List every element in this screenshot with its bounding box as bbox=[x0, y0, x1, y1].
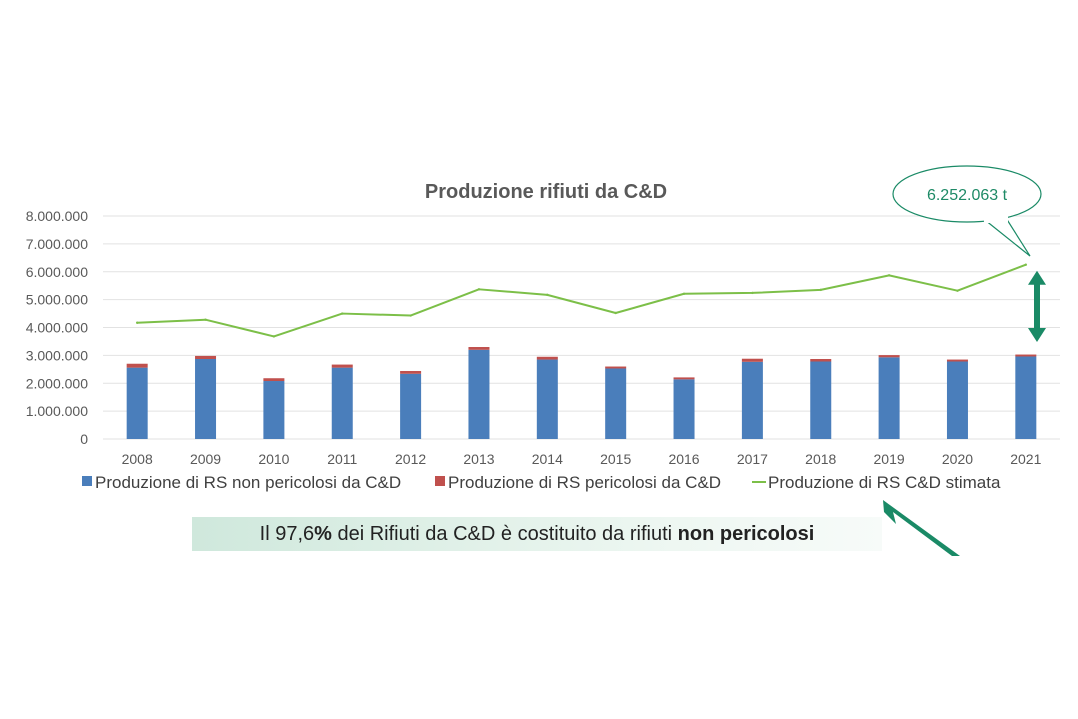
x-tick-label: 2019 bbox=[874, 451, 905, 467]
legend: Produzione di RS non pericolosi da C&D Pr… bbox=[82, 473, 1001, 492]
bar-hazardous bbox=[1015, 354, 1037, 357]
legend-swatch bbox=[82, 476, 92, 486]
x-tick-label: 2015 bbox=[600, 451, 631, 467]
line-estimated bbox=[137, 263, 1027, 338]
x-tick-label: 2009 bbox=[190, 451, 221, 467]
bars bbox=[126, 347, 1037, 439]
callout-label: 6.252.063 t bbox=[927, 187, 1008, 204]
x-tick-label: 2020 bbox=[942, 451, 973, 467]
bar-non-hazardous bbox=[946, 361, 968, 439]
bar-non-hazardous bbox=[1015, 356, 1037, 439]
arrow-head-down bbox=[1028, 328, 1046, 342]
line-point bbox=[751, 291, 754, 295]
line-point bbox=[341, 312, 344, 315]
bar-non-hazardous bbox=[468, 349, 490, 439]
y-tick-label: 4.000.000 bbox=[26, 320, 88, 336]
arrow-head-up bbox=[1028, 270, 1046, 285]
line-point bbox=[887, 274, 891, 277]
bar-hazardous bbox=[673, 377, 695, 380]
legend-swatch bbox=[435, 476, 445, 486]
gridlines bbox=[103, 215, 1060, 440]
y-axis-ticks: 0 1.000.000 2.000.000 3.000.000 4.000.000 5.0… bbox=[26, 208, 89, 447]
x-tick-label: 2013 bbox=[463, 451, 494, 467]
bar-non-hazardous bbox=[195, 358, 217, 439]
x-tick-label: 2008 bbox=[122, 451, 153, 467]
note-bold: non pericolosi bbox=[677, 523, 815, 545]
bar-non-hazardous bbox=[810, 361, 832, 439]
line-point bbox=[546, 293, 549, 297]
bar-hazardous bbox=[195, 355, 217, 359]
bar-non-hazardous bbox=[331, 367, 353, 439]
y-tick-label: 8.000.000 bbox=[26, 208, 88, 224]
note-percent: % bbox=[314, 523, 332, 545]
bar-hazardous bbox=[946, 359, 968, 362]
bar-non-hazardous bbox=[126, 367, 148, 439]
legend-label: Produzione di RS non pericolosi da C&D bbox=[95, 473, 401, 492]
line-point bbox=[819, 288, 822, 292]
line-point bbox=[135, 321, 139, 324]
bar-non-hazardous bbox=[400, 373, 422, 439]
y-tick-label: 5.000.000 bbox=[26, 292, 88, 308]
bar-hazardous bbox=[878, 355, 900, 358]
y-tick-label: 6.000.000 bbox=[26, 264, 88, 280]
bar-hazardous bbox=[400, 370, 422, 374]
line-point bbox=[272, 335, 276, 338]
x-tick-label: 2014 bbox=[532, 451, 563, 467]
bar-non-hazardous bbox=[741, 361, 763, 439]
line-point bbox=[614, 311, 617, 315]
arrow-shaft bbox=[1034, 283, 1040, 328]
double-arrow bbox=[1028, 270, 1046, 342]
chart-title: Produzione rifiuti da C&D bbox=[425, 181, 667, 203]
bar-non-hazardous bbox=[673, 379, 695, 439]
line-point bbox=[682, 292, 686, 295]
x-axis-ticks: 2008 2009 2010 2011 2012 2013 2014 2015 2016 2017… bbox=[122, 451, 1042, 467]
bar-non-hazardous bbox=[878, 357, 900, 439]
line-point bbox=[409, 314, 412, 317]
note-middle: dei Rifiuti da C&D è costituito da rifiu… bbox=[331, 523, 678, 545]
x-tick-label: 2012 bbox=[395, 451, 426, 467]
y-tick-label: 3.000.000 bbox=[26, 347, 88, 363]
y-tick-label: 0 bbox=[80, 431, 88, 447]
bar-hazardous bbox=[536, 356, 558, 360]
line-series bbox=[135, 263, 1028, 338]
bar-non-hazardous bbox=[536, 359, 558, 439]
bar-non-hazardous bbox=[605, 368, 627, 439]
x-tick-label: 2018 bbox=[805, 451, 836, 467]
x-tick-label: 2016 bbox=[668, 451, 699, 467]
y-tick-label: 2.000.000 bbox=[26, 375, 88, 391]
bar-hazardous bbox=[263, 378, 285, 382]
line-point bbox=[204, 318, 207, 321]
y-tick-label: 7.000.000 bbox=[26, 236, 88, 252]
line-point bbox=[1024, 263, 1028, 266]
x-tick-label: 2010 bbox=[258, 451, 289, 467]
line-point bbox=[477, 288, 481, 291]
highlight-note: Il 97,6% dei Rifiuti da C&D è costituito… bbox=[192, 517, 882, 551]
bar-hazardous bbox=[468, 347, 490, 350]
bar-hazardous bbox=[331, 364, 353, 368]
y-tick-label: 1.000.000 bbox=[26, 403, 88, 419]
pointer-arrow bbox=[883, 500, 960, 556]
legend-label: Produzione di RS C&D stimata bbox=[768, 473, 1001, 492]
x-tick-label: 2011 bbox=[327, 451, 357, 467]
line-point bbox=[956, 289, 959, 292]
bar-non-hazardous bbox=[263, 381, 285, 439]
x-tick-label: 2021 bbox=[1010, 451, 1041, 467]
note-prefix: Il 97,6 bbox=[259, 523, 315, 545]
callout-tail bbox=[984, 217, 1031, 257]
value-callout: 6.252.063 t bbox=[892, 165, 1042, 257]
callout-bubble bbox=[892, 165, 1042, 223]
x-tick-label: 2017 bbox=[737, 451, 768, 467]
bar-hazardous bbox=[605, 366, 627, 369]
bar-hazardous bbox=[810, 358, 832, 362]
bar-hazardous bbox=[126, 363, 148, 368]
legend-label: Produzione di RS pericolosi da C&D bbox=[448, 473, 721, 492]
bar-hazardous bbox=[741, 358, 763, 362]
